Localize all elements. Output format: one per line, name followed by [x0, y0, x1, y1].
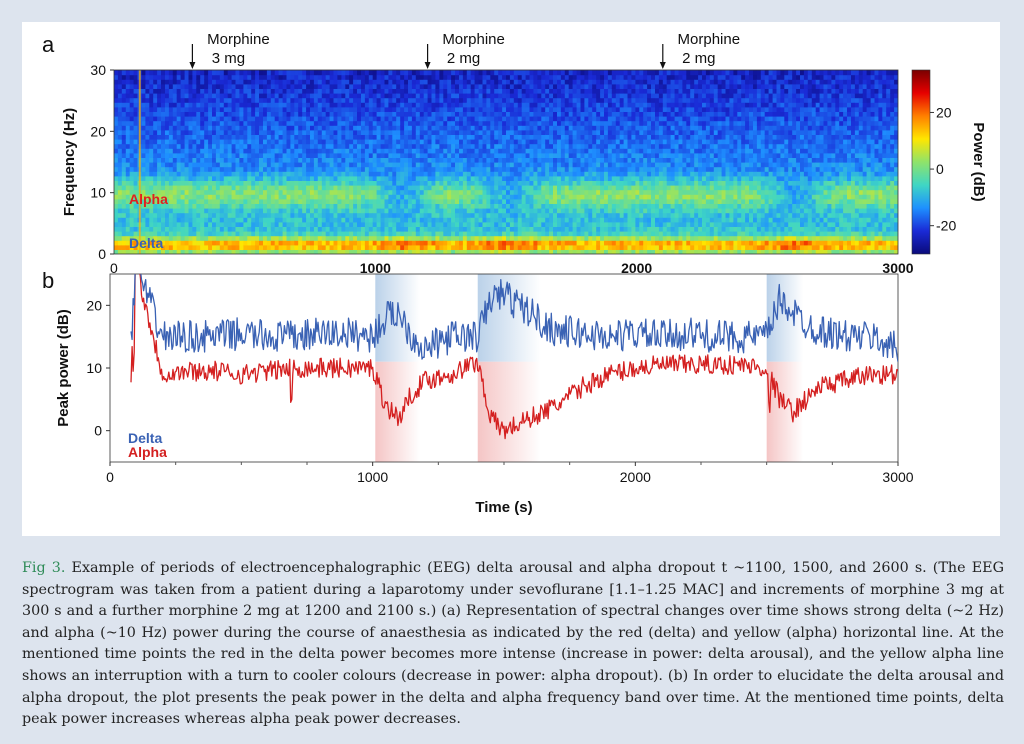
morphine-annotation: Morphine 2 mg — [659, 31, 741, 69]
spectrogram-cells — [114, 70, 898, 254]
caption-text: Example of periods of electroencephalogr… — [22, 560, 1004, 728]
alpha-dropout-highlight — [375, 361, 420, 462]
peak-ytick-label: 20 — [86, 297, 102, 313]
figure-caption: Fig 3. Example of periods of electroence… — [22, 558, 1004, 731]
spectrogram-artifact — [138, 70, 141, 254]
morphine-annotation: Morphine 2 mg — [424, 31, 505, 69]
figure-panel: a b Morphine 3 mg Morphine 2 mg Morphine 2 mg… — [22, 22, 1000, 536]
colorbar-gradient — [911, 69, 931, 255]
spectrogram-ytick-label: 20 — [90, 123, 106, 139]
spectrogram-ylabel: Frequency (Hz) — [61, 108, 78, 216]
peak-ytick-label: 10 — [86, 360, 102, 376]
series-line-alpha — [130, 274, 898, 440]
delta-arousal-highlight — [766, 274, 804, 362]
annotation-dose: 2 mg — [682, 50, 715, 67]
colorbar-tick-label: 20 — [936, 104, 952, 120]
spectrogram-xtick-label: 3000 — [882, 260, 913, 276]
panel-a-label: a — [42, 32, 55, 57]
peak-xtick-label: 3000 — [882, 469, 913, 485]
peak-power-plot: 0 10 20 0 1000 2000 3000 Peak power (dB) Time… — [55, 273, 914, 516]
spectrogram-ytick-label: 30 — [90, 62, 106, 78]
annotation-arrowhead — [424, 62, 431, 69]
colorbar-label: Power (dB) — [970, 122, 987, 201]
spectrogram-delta-label: Delta — [129, 235, 163, 251]
spectrogram-alpha-label: Alpha — [129, 191, 168, 207]
peak-ytick-label: 0 — [94, 423, 102, 439]
colorbar-tick-label: 0 — [936, 161, 944, 177]
peak-xtick-label: 0 — [106, 469, 114, 485]
colorbar: 20 0 -20 Power (dB) — [911, 69, 987, 255]
caption-figure-label: Fig 3. — [22, 560, 66, 576]
colorbar-tick-label: -20 — [936, 218, 956, 234]
series-line-delta — [130, 274, 898, 362]
spectrogram-ytick-label: 0 — [98, 246, 106, 262]
peak-xlabel: Time (s) — [475, 499, 532, 516]
spectrogram-frame — [113, 69, 899, 255]
annotation-arrowhead — [659, 62, 666, 69]
spectrogram-ytick-label: 10 — [90, 185, 106, 201]
morphine-annotation: Morphine 3 mg — [189, 31, 270, 69]
panel-b-label: b — [42, 268, 54, 293]
annotation-drug: Morphine — [442, 31, 505, 48]
peak-alpha-label: Alpha — [128, 444, 167, 460]
figure: a b Morphine 3 mg Morphine 2 mg Morphine 2 mg… — [42, 31, 987, 516]
annotation-drug: Morphine — [207, 31, 270, 48]
alpha-dropout-highlight — [477, 361, 541, 462]
spectrogram-xtick-label: 1000 — [360, 260, 391, 276]
peak-delta-label: Delta — [128, 430, 162, 446]
annotation-arrowhead — [189, 62, 196, 69]
morphine-annotations: Morphine 3 mg Morphine 2 mg Morphine 2 mg — [189, 31, 740, 69]
peak-ylabel: Peak power (dB) — [55, 309, 72, 427]
annotation-drug: Morphine — [678, 31, 741, 48]
spectrogram-xtick-label: 0 — [110, 260, 118, 276]
annotation-dose: 2 mg — [447, 50, 480, 67]
spectrogram-xtick-label: 2000 — [621, 260, 652, 276]
annotation-dose: 3 mg — [212, 50, 245, 67]
spectrogram: 0 10 20 30 0 1000 2000 3000 Frequency (Hz) Alp… — [61, 62, 914, 276]
peak-xtick-label: 1000 — [357, 469, 388, 485]
peak-xtick-label: 2000 — [620, 469, 651, 485]
